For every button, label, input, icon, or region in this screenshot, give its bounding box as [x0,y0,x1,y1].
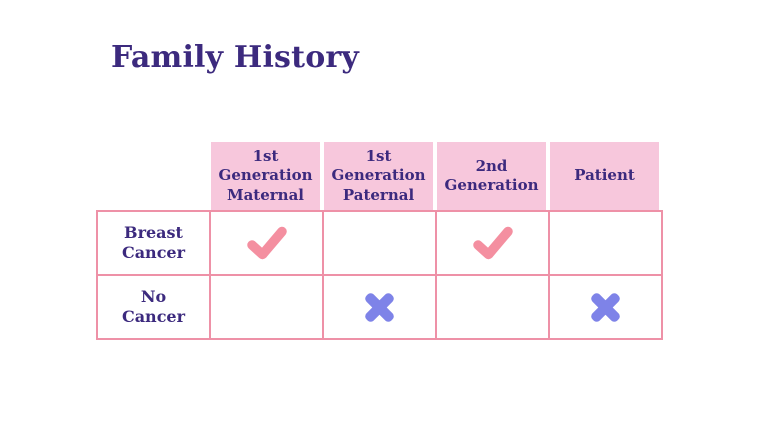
cell-no-cancer-1st-gen-maternal [209,274,324,340]
header-spacer-cell [96,142,209,210]
cell-breast-cancer-patient [548,210,663,276]
check-icon [472,226,513,260]
cell-breast-cancer-2nd-gen [435,210,550,276]
column-header-patient: Patient [550,142,659,210]
table-row-no-cancer: No Cancer [96,274,663,340]
cell-no-cancer-2nd-gen [435,274,550,340]
cross-icon [365,292,394,322]
row-label-no-cancer: No Cancer [96,274,211,340]
column-header-2nd-generation: 2nd Generation [437,142,546,210]
cell-breast-cancer-1st-gen-paternal [322,210,437,276]
table-body: Breast Cancer No Cancer [96,210,663,340]
cell-breast-cancer-1st-gen-maternal [209,210,324,276]
cell-no-cancer-1st-gen-paternal [322,274,437,340]
cross-icon [591,292,620,322]
table-row-breast-cancer: Breast Cancer [96,210,663,276]
row-label-breast-cancer: Breast Cancer [96,210,211,276]
column-header-1st-generation-maternal: 1st Generation Maternal [211,142,320,210]
cell-no-cancer-patient [548,274,663,340]
check-icon [246,226,287,260]
column-header-1st-generation-paternal: 1st Generation Paternal [324,142,433,210]
table-header-row: 1st Generation Maternal 1st Generation P… [96,142,661,210]
family-history-table: 1st Generation Maternal 1st Generation P… [96,142,663,340]
page-title: Family History [111,40,360,75]
